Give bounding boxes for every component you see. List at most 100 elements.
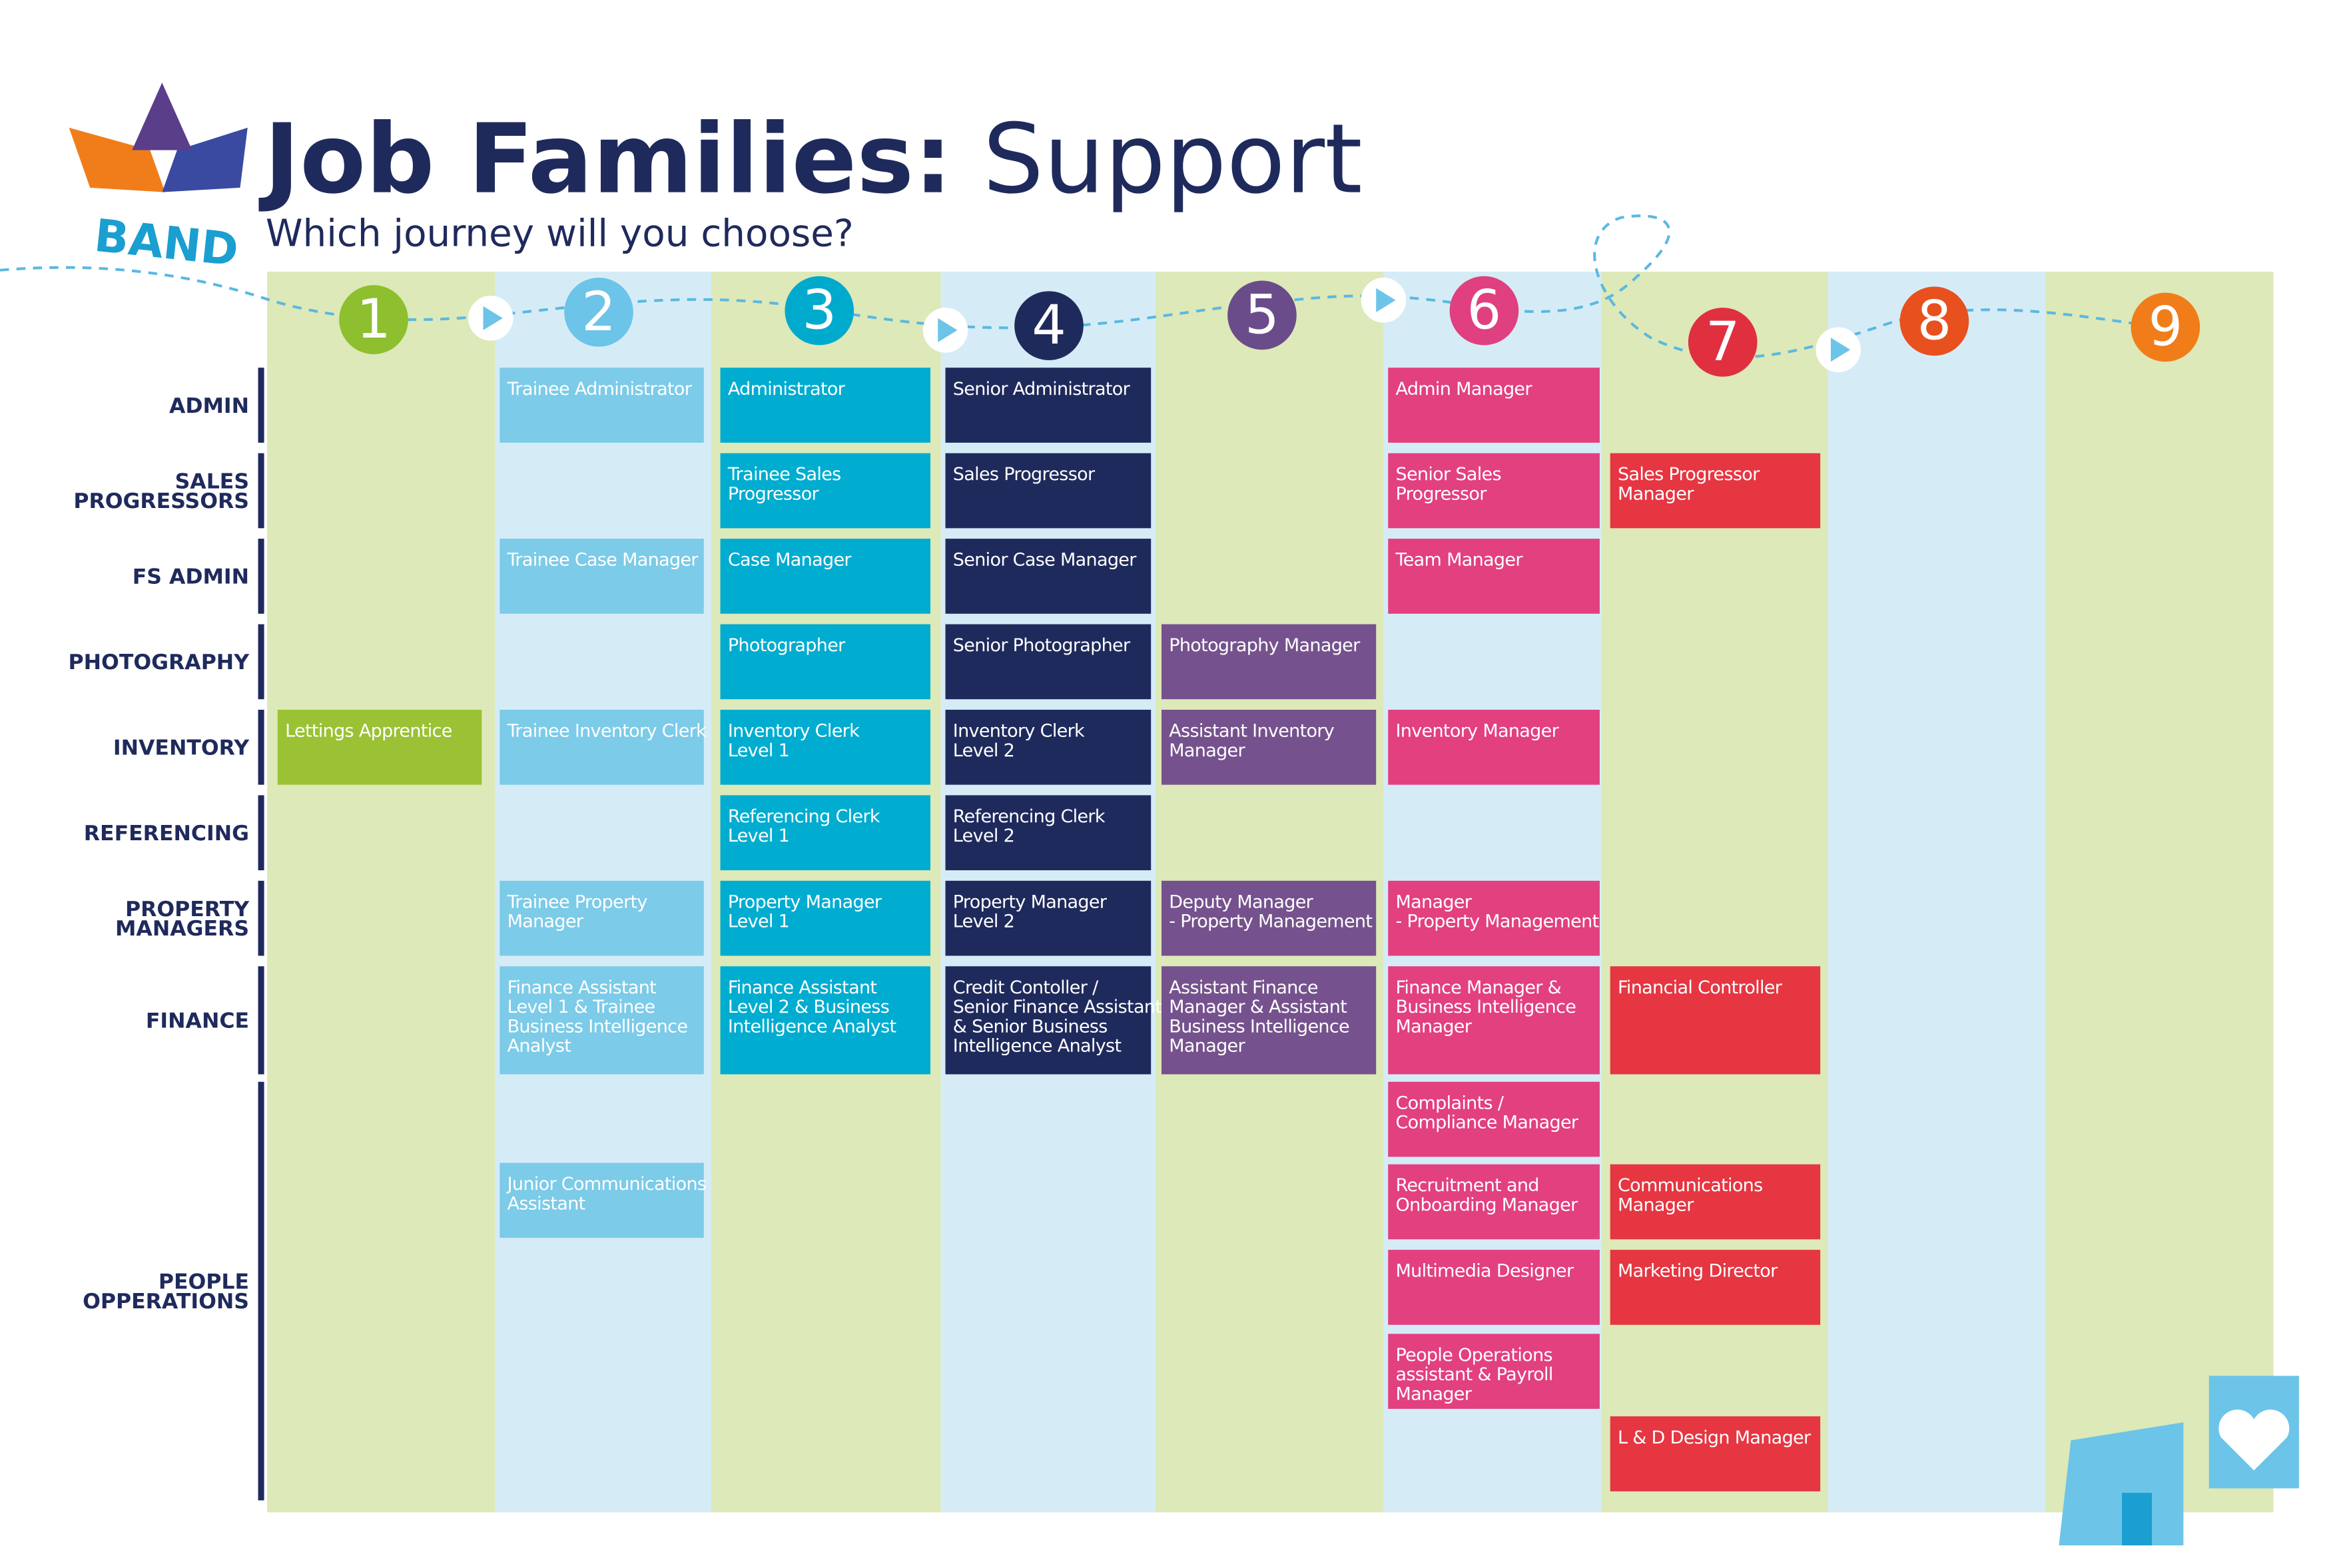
job-box (499, 966, 704, 1075)
band-badge (339, 285, 408, 354)
job-title: Financial Controller (1618, 977, 1783, 998)
job-box (1388, 453, 1600, 529)
job-title: Manager (1169, 740, 1245, 761)
job-box (1388, 1081, 1600, 1157)
row-label: FINANCE (146, 1009, 249, 1033)
job-title: Administrator (728, 379, 846, 399)
job-title: Business Intelligence (1169, 1016, 1349, 1037)
job-title: Manager (1618, 484, 1694, 505)
band-badge (785, 276, 854, 346)
job-title: Inventory Clerk (728, 721, 860, 742)
job-title: Assistant Inventory (1169, 721, 1335, 742)
job-title: Intelligence Analyst (953, 1036, 1122, 1057)
job-title: Compliance Manager (1395, 1113, 1578, 1133)
job-title: Senior Administrator (953, 379, 1131, 399)
job-title: Analyst (507, 1036, 571, 1057)
band-column (1828, 272, 2046, 1513)
row-label: OPPERATIONS (83, 1290, 249, 1314)
row-bar (258, 368, 264, 443)
job-title: Team Manager (1395, 550, 1523, 571)
subtitle: Which journey will you choose? (266, 212, 854, 256)
arrow (1830, 338, 1851, 362)
job-title: Manager (1618, 1195, 1694, 1216)
job-title: & Senior Business (953, 1016, 1108, 1037)
job-title: Photography Manager (1169, 635, 1361, 656)
row-label: REFERENCING (84, 822, 249, 846)
job-title: Finance Assistant (728, 977, 877, 998)
band-column (2045, 272, 2274, 1513)
job-title: Level 2 (953, 912, 1014, 932)
row-label: INVENTORY (113, 736, 250, 760)
job-title: Trainee Property (507, 892, 648, 912)
job-box (720, 795, 930, 871)
job-box (1161, 880, 1377, 956)
job-title: Trainee Sales (727, 464, 841, 485)
job-box (1388, 1250, 1600, 1325)
row-bar (258, 624, 264, 700)
job-box (720, 880, 930, 956)
job-title: Photographer (728, 635, 846, 656)
job-title: Senior Photographer (953, 635, 1131, 656)
job-box (1388, 880, 1600, 956)
row-label: FS ADMIN (133, 565, 249, 589)
job-title: L & D Design Manager (1618, 1428, 1812, 1448)
job-box (1610, 453, 1821, 529)
job-box (1610, 966, 1821, 1075)
job-title: Trainee Inventory Clerk (507, 721, 707, 742)
job-title: Senior Case Manager (953, 550, 1137, 571)
job-title: Manager (1395, 892, 1472, 912)
job-title: Manager (1395, 1384, 1472, 1404)
band-badge (1688, 308, 1758, 377)
job-box (1388, 966, 1600, 1075)
job-box (499, 368, 704, 443)
job-box (499, 539, 704, 614)
job-title: Referencing Clerk (728, 806, 880, 827)
job-box (720, 453, 930, 529)
band-badge (2131, 292, 2200, 362)
job-title: Business Intelligence (507, 1016, 688, 1037)
row-bar (258, 539, 264, 614)
job-title: Sales Progressor (1618, 464, 1760, 485)
job-box (720, 368, 930, 443)
job-box (1388, 1164, 1600, 1240)
job-title: Level 1 (728, 740, 789, 761)
job-title: Inventory Manager (1395, 721, 1559, 742)
job-box (499, 880, 704, 956)
job-box (1610, 1416, 1821, 1491)
job-box (945, 709, 1152, 785)
job-title: Property Manager (953, 892, 1108, 912)
job-box (720, 624, 930, 700)
job-title: Junior Communications (506, 1174, 707, 1194)
job-title: Deputy Manager (1169, 892, 1313, 912)
band-badge (1014, 291, 1084, 360)
band-number: 4 (1032, 294, 1066, 357)
job-title: Level 1 (728, 912, 789, 932)
job-title: Senior Sales (1395, 464, 1500, 485)
job-box (499, 709, 704, 785)
job-box (1161, 624, 1377, 700)
job-title: Inventory Clerk (953, 721, 1085, 742)
job-title: Senior Finance Assistant (953, 997, 1162, 1017)
arrow (1376, 288, 1396, 312)
row-label: ADMIN (169, 394, 249, 418)
job-title: Level 2 (953, 826, 1014, 846)
logo (69, 83, 248, 192)
job-box (945, 880, 1152, 956)
job-title: Case Manager (728, 550, 852, 571)
job-title: - Property Management (1169, 912, 1372, 932)
job-title: Business Intelligence (1395, 997, 1576, 1017)
job-title: Complaints / (1395, 1093, 1504, 1113)
row-label: PROPERTY (125, 898, 250, 921)
job-title: Level 1 & Trainee (507, 997, 655, 1017)
row-label: SALES (175, 470, 249, 494)
job-box (1161, 966, 1377, 1075)
job-title: Intelligence Analyst (728, 1016, 896, 1037)
band-number: 6 (1467, 280, 1502, 342)
band-badge (564, 278, 633, 347)
job-title: Level 2 (953, 740, 1014, 761)
job-title: Sales Progressor (953, 464, 1096, 485)
job-title: Credit Contoller / (953, 977, 1099, 998)
job-box (499, 1163, 704, 1238)
band-number: 9 (2149, 296, 2183, 358)
job-box (945, 539, 1152, 614)
